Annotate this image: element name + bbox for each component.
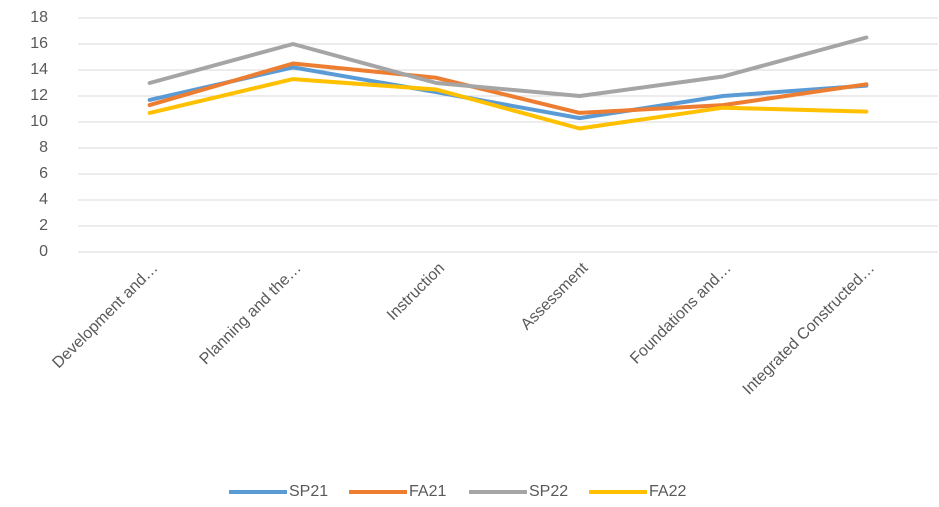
series-line [147, 65, 869, 121]
x-tick-label: Integrated Constructed… [740, 260, 878, 398]
legend-label: SP22 [529, 483, 568, 500]
x-tick-label: Assessment [518, 259, 592, 333]
y-tick-label: 16 [30, 35, 48, 52]
y-tick-label: 12 [30, 87, 48, 104]
legend-label: FA22 [649, 483, 686, 500]
y-tick-label: 10 [30, 113, 48, 130]
y-tick-label: 18 [30, 9, 48, 26]
x-tick-label: Planning and the… [197, 260, 305, 368]
x-tick-label: Instruction [384, 260, 448, 324]
y-tick-label: 8 [39, 139, 48, 156]
x-tick-label: Development and… [49, 260, 161, 372]
y-tick-label: 4 [39, 191, 48, 208]
y-tick-label: 14 [30, 61, 48, 78]
legend-label: SP21 [289, 483, 328, 500]
y-tick-label: 0 [39, 243, 48, 260]
y-tick-label: 6 [39, 165, 48, 182]
series-line [147, 77, 869, 131]
legend-label: FA21 [409, 483, 446, 500]
x-tick-label: Foundations and… [627, 260, 735, 368]
y-tick-label: 2 [39, 217, 48, 234]
series-line [147, 61, 869, 115]
series-line [147, 35, 869, 98]
